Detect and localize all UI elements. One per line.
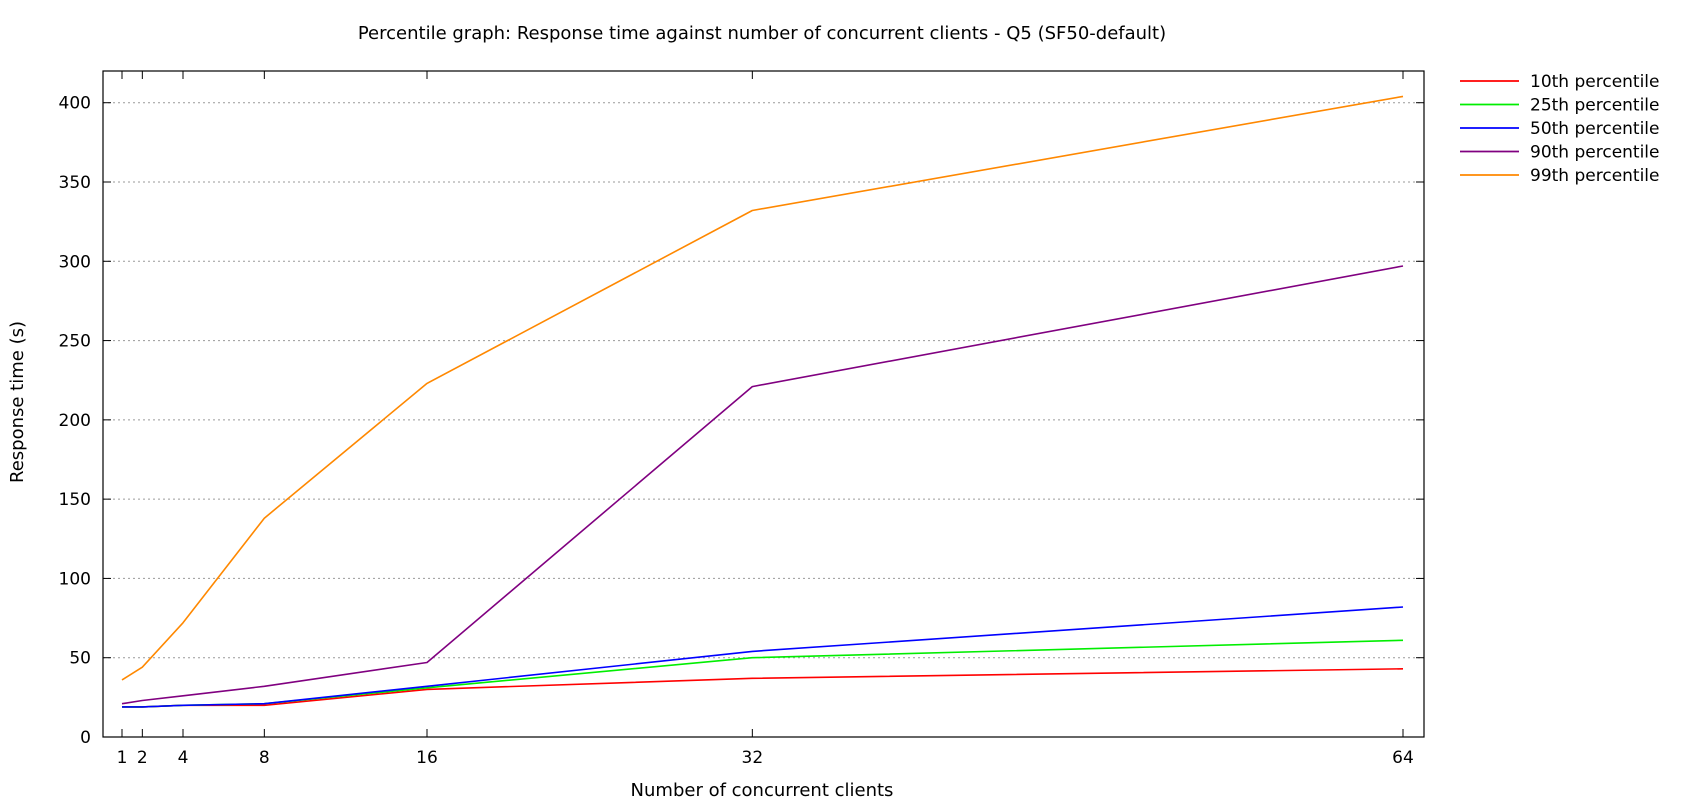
y-axis-title: Response time (s): [7, 321, 28, 483]
legend-label: 99th percentile: [1530, 166, 1660, 186]
y-tick-label: 50: [69, 649, 91, 669]
legend-label: 10th percentile: [1530, 72, 1660, 92]
legend-item: 10th percentile: [1460, 72, 1660, 92]
x-tick-label: 64: [1392, 748, 1414, 768]
x-tick-label: 4: [178, 748, 189, 768]
legend-item: 50th percentile: [1460, 119, 1660, 139]
y-tick-label: 0: [80, 728, 91, 748]
x-tick-label: 32: [742, 748, 764, 768]
series-line-99th-percentile: [121, 95, 1404, 681]
grid-lines: [103, 102, 1424, 659]
chart-title: Percentile graph: Response time against …: [358, 23, 1166, 44]
y-tick-label: 200: [59, 411, 91, 431]
y-tick-label: 100: [59, 569, 91, 589]
series-lines: [121, 95, 1404, 708]
plot-frame: [102, 70, 1425, 738]
x-tick-label: 8: [259, 748, 270, 768]
x-tick-label: 2: [137, 748, 148, 768]
series-line-50th-percentile: [122, 606, 1404, 708]
series-line-10th-percentile: [122, 668, 1404, 708]
legend-item: 90th percentile: [1460, 143, 1660, 163]
legend-label: 25th percentile: [1530, 96, 1660, 116]
x-tick-label: 16: [416, 748, 438, 768]
y-tick-label: 400: [59, 94, 91, 114]
legend-label: 50th percentile: [1530, 119, 1660, 139]
legend: 10th percentile 25th percentile 50th perce…: [1460, 72, 1660, 186]
y-tick-label: 300: [59, 252, 91, 272]
series-line-90th-percentile: [121, 265, 1404, 705]
y-tick-label: 250: [59, 332, 91, 352]
y-tick-label: 150: [59, 490, 91, 510]
legend-label: 90th percentile: [1530, 143, 1660, 163]
legend-item: 25th percentile: [1460, 96, 1660, 116]
x-tick-label: 1: [117, 748, 128, 768]
y-tick-label: 350: [59, 173, 91, 193]
x-axis-title: Number of concurrent clients: [631, 780, 894, 800]
legend-item: 99th percentile: [1460, 166, 1660, 186]
axes: 0 50 100 150 200 250 300 350 400 1 2 4 8 16 32 64: [59, 71, 1424, 768]
